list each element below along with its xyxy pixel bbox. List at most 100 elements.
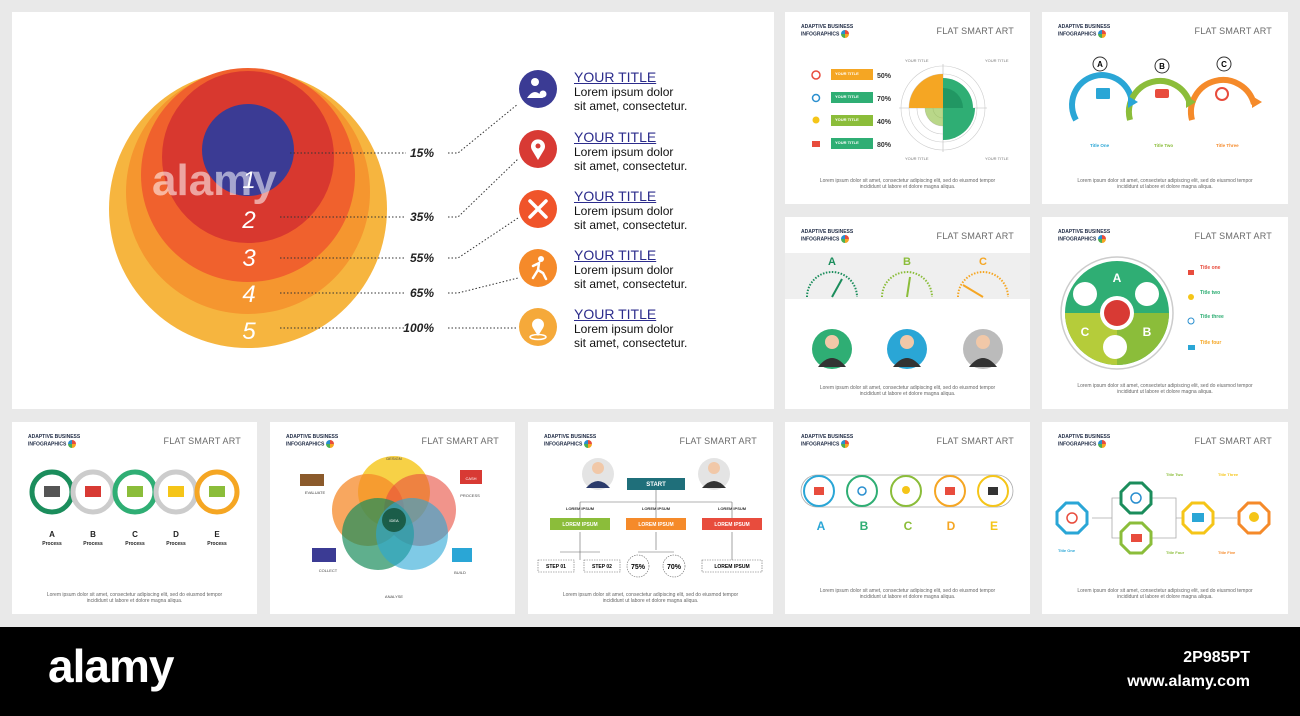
main-slide: 1 2 3 4 5 alamy 15% 35% 55% 65% 100% [12,12,774,409]
slide-footer: Lorem ipsum dolor sit amet, consectetur … [1077,588,1253,600]
item-text: sit amet, consectetur. [574,159,688,173]
bulb-icon [1249,512,1259,522]
flow-box-label: LOREM IPSUM [714,564,749,570]
slide-abc-arrows: ADAPTIVE BUSINESS INFOGRAPHICS FLAT SMART… [1042,12,1288,204]
percent-label: 35% [410,210,434,224]
card-icon [168,486,184,497]
briefcase-icon [988,487,998,495]
brand-logo: ADAPTIVE BUSINESS INFOGRAPHICS [801,24,854,38]
brand-logo: ADAPTIVE BUSINESS INFOGRAPHICS [1058,24,1111,38]
tools-icon [519,190,557,228]
search-icon [811,93,821,103]
segment-letter: A [1113,271,1122,285]
list-item: YOUR TITLE Lorem ipsum dolor sit amet, c… [574,69,687,113]
bar-percent: 70% [877,96,892,103]
flow-small-label: LOREM IPSUM [642,506,671,511]
slide-title: FLAT SMART ART [1194,26,1272,36]
process-chain: A B C D E Process Process Process Proces… [29,469,240,547]
slide-loop-circles: ADAPTIVE BUSINESS INFOGRAPHICS FLAT SMART… [785,422,1030,614]
flow-box-label: LOREM IPSUM [562,522,597,528]
item-title[interactable]: YOUR TITLE [574,69,657,85]
item-text: sit amet, consectetur. [574,218,688,232]
item-title[interactable]: YOUR TITLE [574,247,657,263]
brand-logo: ADAPTIVE BUSINESS INFOGRAPHICS [1058,434,1111,448]
svg-text:Title one: Title one [1200,265,1221,271]
slide-title: FLAT SMART ART [1194,436,1272,446]
gauge-needle [906,276,911,298]
svg-text:Title two: Title two [1200,290,1220,296]
ring-number: 1 [242,167,255,194]
start-box: START [646,482,666,488]
item-text: sit amet, consectetur. [574,336,688,350]
slide-footer: Lorem ipsum dolor sit amet, consectetur … [1077,178,1253,190]
logo-pie-icon [1098,30,1107,38]
slide-title: FLAT SMART ART [1194,231,1272,241]
avatar [887,329,927,369]
svg-text:Title four: Title four [1200,340,1221,346]
venn-label: EVALUATE [305,490,326,495]
slide-footer: Lorem ipsum dolor sit amet, consectetur … [819,385,996,397]
venn-label: PROCESS [460,493,480,498]
logo-pie-icon [841,440,850,448]
node-title: Title Four [1166,550,1185,555]
bar-label: YOUR TITLE [835,71,859,76]
step-label: Process [42,541,62,547]
stock-logo: alamy [48,640,174,692]
ring-number: 2 [241,207,255,234]
gauge-needle [962,284,984,298]
flow-diagram: START LOREM IPSUM LOREM IPSUM LOREM IPSU… [537,458,763,578]
abc-circle-diagram: A C B Title one Title two Title three Ti… [1060,256,1224,370]
logo-pie-icon [841,30,850,38]
item-title[interactable]: YOUR TITLE [574,188,657,204]
step-label: Process [166,541,186,547]
flow-percent: 70% [667,564,682,571]
percent-label: 65% [410,286,434,300]
venn-diagram: IDEA DESIGN EVALUATE PROCESS COLLECT BUI… [300,456,482,599]
venn-label: COLLECT [319,568,338,573]
step-letter: B [860,519,869,533]
calendar-icon [1096,88,1110,99]
item-text: Lorem ipsum dolor [574,263,674,277]
stock-url: www.alamy.com [1127,673,1250,690]
calendar-icon [452,548,472,562]
bar-label: YOUR TITLE [835,140,859,145]
brand-logo: ADAPTIVE BUSINESS INFOGRAPHICS [544,434,597,448]
ring-number: 3 [242,245,256,272]
step-box: STEP 01 [546,564,566,570]
slide-title: FLAT SMART ART [163,436,241,446]
bar-list: YOUR TITLE YOUR TITLE YOUR TITLE YOUR TI… [831,69,892,149]
radial-chart: YOUR TITLE YOUR TITLE YOUR TITLE YOUR TI… [811,58,1009,161]
item-text: Lorem ipsum dolor [574,204,674,218]
slide-title: FLAT SMART ART [936,26,1014,36]
item-title[interactable]: YOUR TITLE [574,306,657,322]
flow-box-label: LOREM IPSUM [714,522,749,528]
brand-logo: ADAPTIVE BUSINESS INFOGRAPHICS [286,434,339,448]
ring-1 [202,104,294,196]
logo-pie-icon [584,440,593,448]
alarm-icon [1066,512,1078,524]
slide-process-chain: ADAPTIVE BUSINESS INFOGRAPHICS FLAT SMART… [12,422,257,614]
loop-diagram: A B C D E [800,474,1014,533]
bar-label: YOUR TITLE [835,117,859,122]
stock-id: 2P985PT [1183,649,1250,666]
person-dollar-icon [519,70,557,108]
money-icon [127,486,143,497]
item-text: sit amet, consectetur. [574,99,688,113]
logo-pie-icon [68,440,77,448]
slide-title: FLAT SMART ART [421,436,499,446]
node-title: Title One [1058,548,1076,553]
logo-pie-icon [326,440,335,448]
step-title: Title Three [1216,143,1239,148]
search-icon [857,486,867,496]
cash-register-icon [44,486,60,497]
ring-number: 5 [242,318,256,345]
gauge-letter: C [979,256,987,268]
mail-icon [1192,513,1204,522]
step-letter: E [214,530,220,539]
node-title: Title Five [1218,550,1236,555]
runner-icon [519,249,557,287]
item-title[interactable]: YOUR TITLE [574,129,657,145]
step-label: Process [207,541,227,547]
node-title: Title Two [1166,472,1184,477]
step-label: Process [125,541,145,547]
